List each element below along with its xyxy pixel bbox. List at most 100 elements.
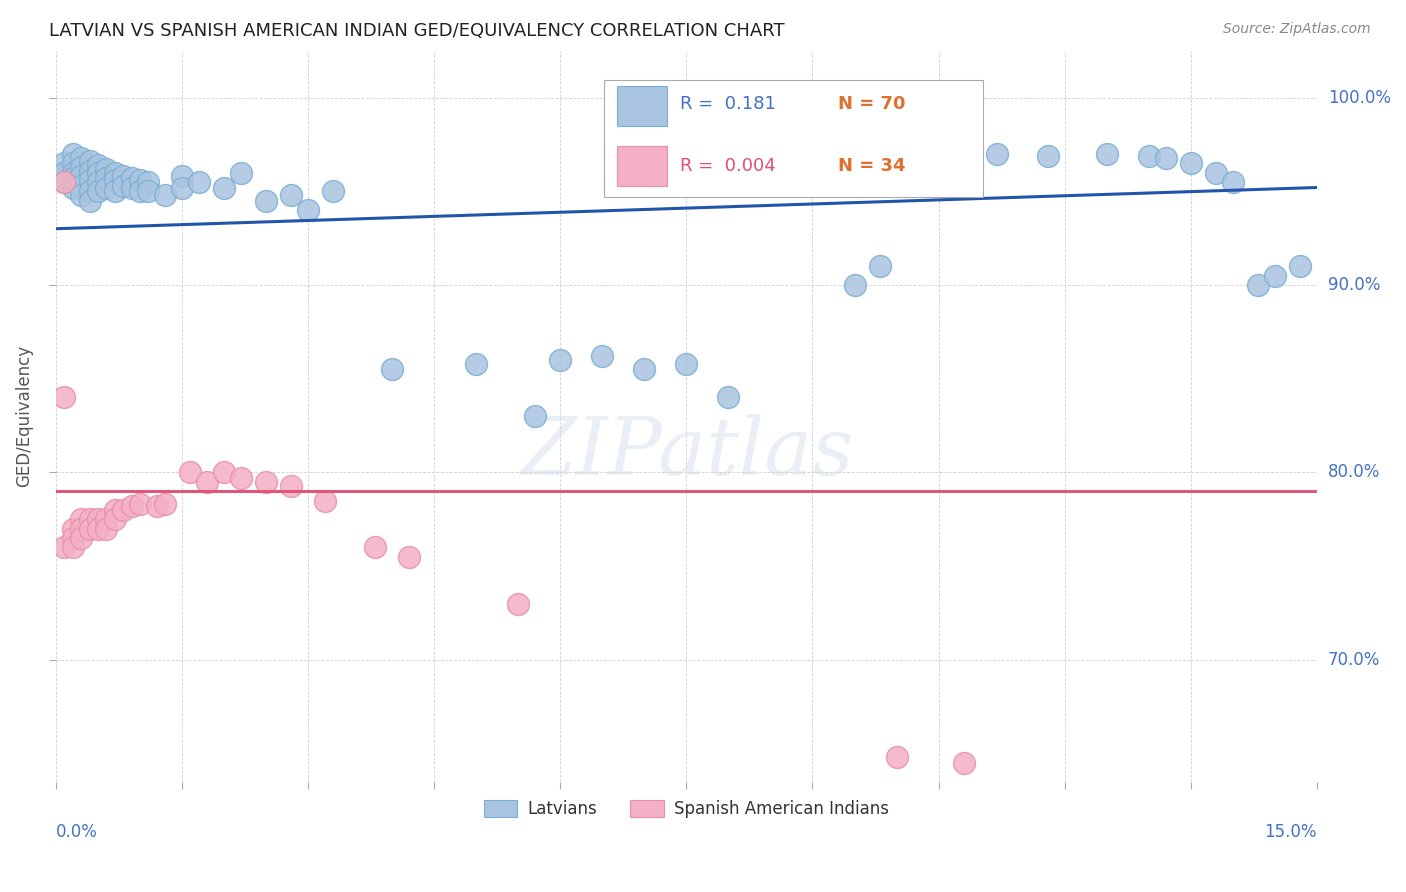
Point: [212, 180, 235, 194]
Point: [153, 188, 176, 202]
Point: [70, 178, 93, 193]
Text: 15.0%: 15.0%: [1264, 823, 1317, 841]
Text: Source: ZipAtlas.com: Source: ZipAtlas.com: [1223, 22, 1371, 37]
Point: [1180, 156, 1202, 170]
Point: [1247, 277, 1270, 292]
Point: [1154, 151, 1177, 165]
Point: [62, 522, 84, 536]
Point: [398, 549, 420, 564]
Point: [96, 512, 118, 526]
Point: [524, 409, 547, 424]
Point: [1289, 259, 1312, 273]
Point: [129, 173, 152, 187]
Point: [550, 353, 572, 368]
Point: [297, 202, 319, 217]
Point: [254, 475, 277, 489]
Point: [1264, 268, 1286, 283]
Point: [591, 349, 613, 363]
Point: [62, 180, 84, 194]
Point: [280, 478, 302, 492]
Text: R =  0.004: R = 0.004: [681, 157, 776, 175]
Point: [62, 541, 84, 555]
Point: [112, 169, 135, 184]
Point: [508, 597, 530, 611]
Point: [229, 471, 252, 485]
Point: [1095, 146, 1118, 161]
Point: [53, 156, 76, 170]
Point: [79, 512, 101, 526]
Text: 90.0%: 90.0%: [1329, 276, 1381, 294]
Point: [104, 503, 127, 517]
Point: [53, 541, 76, 555]
Bar: [617, 86, 668, 126]
Point: [53, 165, 76, 179]
Y-axis label: GED/Equivalency: GED/Equivalency: [15, 345, 32, 487]
Point: [170, 180, 193, 194]
Point: [129, 497, 152, 511]
Text: 100.0%: 100.0%: [1329, 88, 1391, 106]
Point: [62, 156, 84, 170]
Point: [70, 522, 93, 536]
Bar: [617, 145, 668, 186]
Point: [844, 277, 866, 292]
Text: 80.0%: 80.0%: [1329, 464, 1381, 482]
Point: [322, 184, 344, 198]
Point: [465, 357, 488, 371]
Point: [104, 165, 127, 179]
Point: [79, 154, 101, 169]
Point: [138, 175, 160, 189]
Point: [1036, 148, 1059, 162]
Point: [70, 160, 93, 174]
Point: [953, 90, 976, 104]
Point: [96, 171, 118, 186]
Text: 0.0%: 0.0%: [56, 823, 98, 841]
Point: [62, 171, 84, 186]
Point: [87, 165, 110, 179]
Point: [70, 512, 93, 526]
Point: [153, 497, 176, 511]
Point: [87, 175, 110, 189]
Point: [229, 165, 252, 179]
Point: [364, 541, 387, 555]
Point: [121, 171, 143, 186]
Point: [1137, 148, 1160, 162]
Point: [146, 499, 169, 513]
Text: R =  0.181: R = 0.181: [681, 95, 776, 113]
Point: [104, 184, 127, 198]
Point: [112, 178, 135, 193]
Point: [121, 180, 143, 194]
Point: [381, 362, 404, 376]
Point: [179, 466, 201, 480]
Text: 70.0%: 70.0%: [1329, 651, 1381, 669]
Text: ZIPatlas: ZIPatlas: [520, 414, 853, 491]
Text: N = 70: N = 70: [838, 95, 905, 113]
Point: [79, 194, 101, 208]
Point: [96, 161, 118, 176]
Point: [104, 512, 127, 526]
Point: [633, 362, 655, 376]
Point: [53, 175, 76, 189]
Point: [675, 357, 697, 371]
Point: [79, 522, 101, 536]
Point: [70, 531, 93, 545]
Point: [129, 184, 152, 198]
Point: [280, 188, 302, 202]
Point: [170, 169, 193, 184]
Point: [121, 499, 143, 513]
Point: [96, 180, 118, 194]
FancyBboxPatch shape: [605, 80, 983, 197]
Point: [87, 512, 110, 526]
Point: [87, 184, 110, 198]
Text: N = 34: N = 34: [838, 157, 905, 175]
Point: [79, 173, 101, 187]
Point: [314, 493, 336, 508]
Point: [138, 184, 160, 198]
Point: [1205, 165, 1227, 179]
Point: [869, 259, 891, 273]
Text: LATVIAN VS SPANISH AMERICAN INDIAN GED/EQUIVALENCY CORRELATION CHART: LATVIAN VS SPANISH AMERICAN INDIAN GED/E…: [49, 22, 785, 40]
Point: [96, 522, 118, 536]
Point: [70, 151, 93, 165]
Point: [254, 194, 277, 208]
Point: [70, 188, 93, 202]
Point: [87, 522, 110, 536]
